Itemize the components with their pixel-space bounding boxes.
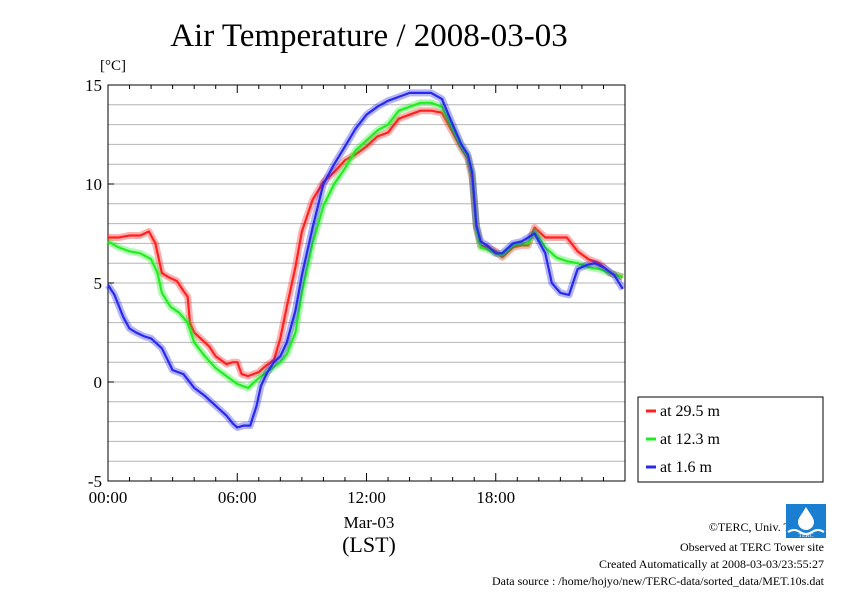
legend-box xyxy=(637,396,824,483)
legend-label: at 1.6 m xyxy=(660,459,713,476)
x-axis-label: (LST) xyxy=(342,532,396,557)
x-tick-label: 12:00 xyxy=(347,488,386,507)
x-tick-label: 00:00 xyxy=(89,488,128,507)
series-line-1 xyxy=(107,101,624,389)
series-line-0 xyxy=(108,109,624,378)
grid-lines xyxy=(108,104,625,462)
x-axis: 00:00 06:00 12:00 18:00 xyxy=(89,85,626,507)
series-line-2 xyxy=(107,91,624,429)
data-source-text: Data source : /home/hojyo/new/TERC-data/… xyxy=(491,574,824,588)
legend: at 29.5 m at 12.3 m at 1.6 m xyxy=(637,396,824,483)
legend-label: at 29.5 m xyxy=(660,403,721,420)
y-tick-label: -5 xyxy=(88,472,102,491)
svg-text:TERC: TERC xyxy=(798,533,813,538)
x-tick-label: 18:00 xyxy=(476,488,515,507)
terc-logo: TERC xyxy=(786,504,826,538)
series-halo-1 xyxy=(106,99,624,392)
series-lines xyxy=(105,89,626,431)
legend-label: at 12.3 m xyxy=(660,431,721,448)
x-tick-label: 06:00 xyxy=(218,488,257,507)
created-text: Created Automatically at 2008-03-03/23:5… xyxy=(599,557,824,571)
y-tick-label: 0 xyxy=(94,373,103,392)
x-axis-date: Mar-03 xyxy=(344,513,395,532)
y-tick-label: 15 xyxy=(85,76,102,95)
y-axis-unit: [°C] xyxy=(100,58,126,74)
y-tick-label: 10 xyxy=(85,175,102,194)
site-text: Observed at TERC Tower site xyxy=(679,540,824,554)
y-axis: -5 0 5 10 15 xyxy=(85,76,114,491)
chart-title: Air Temperature / 2008-03-03 xyxy=(170,18,568,54)
y-tick-label: 5 xyxy=(94,274,103,293)
